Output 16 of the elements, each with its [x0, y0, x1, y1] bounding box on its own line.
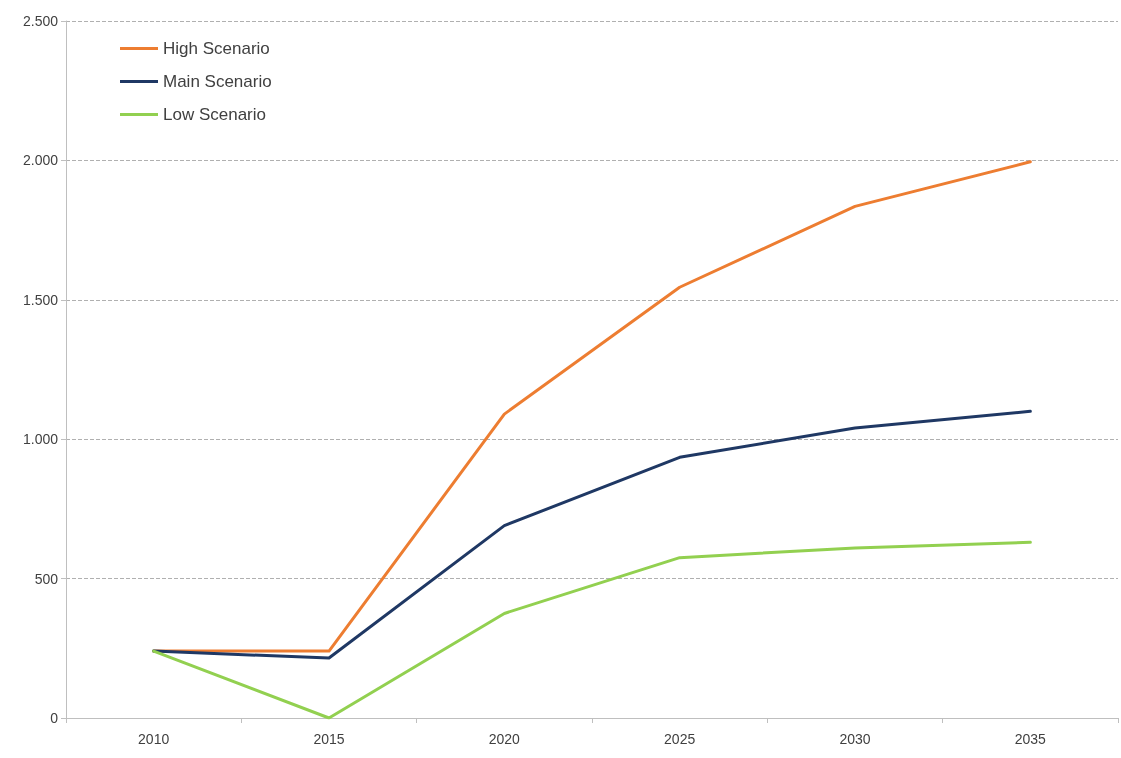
y-tick-label: 1.000	[22, 431, 59, 448]
y-tick-label: 0	[50, 710, 59, 726]
y-tick-label: 1.500	[22, 291, 59, 308]
x-tick-label: 2020	[488, 731, 521, 747]
legend-label: Low Scenario	[163, 105, 267, 124]
x-tick-label: 2025	[664, 731, 696, 747]
x-tick-label: 2030	[839, 731, 871, 747]
y-tick-label: 2.500	[22, 13, 59, 29]
x-tick-label: 2035	[1014, 731, 1047, 747]
x-tick-label: 2015	[313, 731, 345, 747]
legend-label: High Scenario	[163, 39, 270, 58]
line-series	[152, 540, 1032, 720]
y-tick-label: 500	[34, 570, 59, 587]
y-tick-label: 2.000	[22, 152, 59, 169]
x-tick-label: 2010	[138, 731, 170, 747]
legend-label: Main Scenario	[163, 72, 272, 91]
